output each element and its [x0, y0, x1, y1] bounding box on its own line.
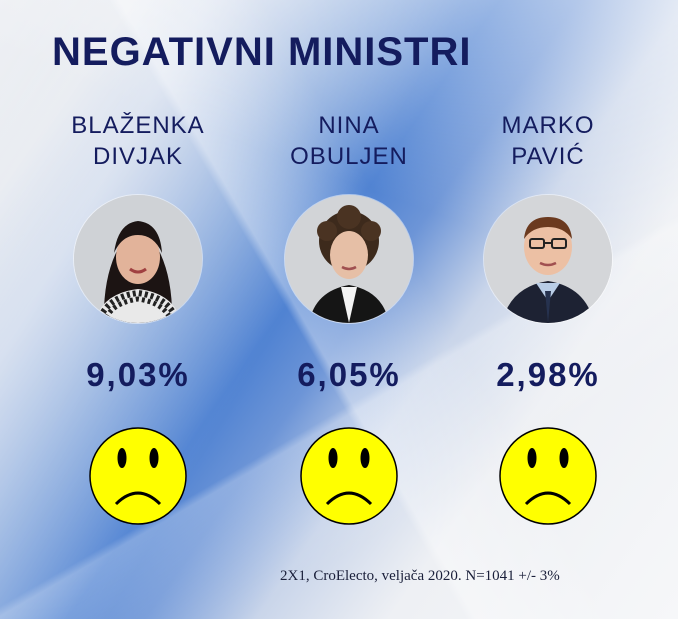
- minister-name: BLAŽENKA DIVJAK: [38, 110, 238, 172]
- negative-percentage: 6,05%: [297, 356, 401, 393]
- minister-card: NINA OBULJEN 6,05%: [249, 0, 449, 560]
- minister-last-name: DIVJAK: [92, 143, 184, 170]
- source-note: 2X1, CroElecto, veljača 2020. N=1041 +/-…: [280, 568, 560, 584]
- minister-card: BLAŽENKA DIVJAK 9,03%: [38, 0, 238, 560]
- negative-percentage: 2,98%: [496, 356, 600, 393]
- sad-face-icon: [89, 427, 187, 525]
- minister-first-name: MARKO: [501, 112, 595, 139]
- minister-card: MARKO PAVIĆ 2,98%: [448, 0, 648, 560]
- sad-face-icon: [499, 427, 597, 525]
- minister-photo: [484, 195, 612, 323]
- page-title: NEGATIVNI MINISTRI: [52, 30, 472, 74]
- minister-last-name: PAVIĆ: [511, 143, 585, 170]
- negative-percentage: 9,03%: [86, 356, 190, 393]
- minister-first-name: BLAŽENKA: [71, 112, 205, 139]
- minister-photo: [285, 195, 413, 323]
- minister-name: MARKO PAVIĆ: [448, 110, 648, 172]
- minister-name: NINA OBULJEN: [249, 110, 449, 172]
- minister-last-name: OBULJEN: [290, 143, 408, 170]
- minister-first-name: NINA: [318, 112, 380, 139]
- minister-photo: [74, 195, 202, 323]
- sad-face-icon: [300, 427, 398, 525]
